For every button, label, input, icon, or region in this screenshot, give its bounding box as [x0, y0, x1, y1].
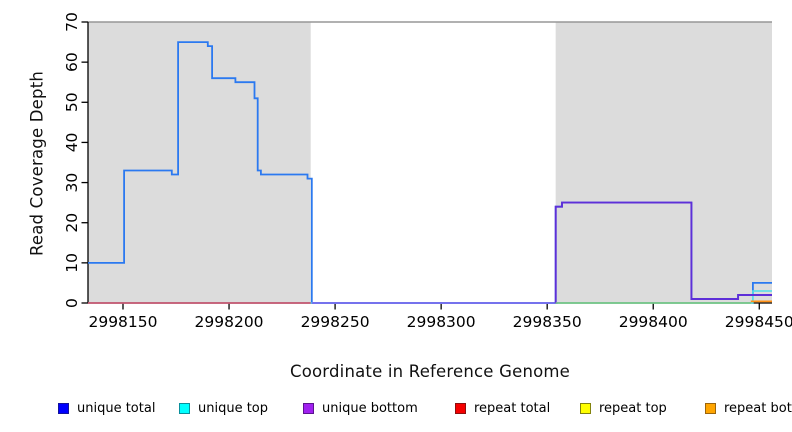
legend-item-unique-top: unique top [179, 400, 268, 416]
x-tick-label: 2998150 [88, 313, 157, 331]
y-tick-label: 50 [63, 92, 81, 112]
legend-item-unique-bottom: unique bottom [303, 400, 418, 416]
legend-label: unique top [198, 400, 269, 416]
x-tick-label: 2998350 [513, 313, 582, 331]
legend-label: unique bottom [322, 400, 418, 416]
y-axis-title: Read Coverage Depth [27, 70, 47, 257]
shaded-region-1 [88, 22, 311, 303]
unique-total-swatch-icon [58, 402, 69, 414]
y-tick-label: 0 [63, 298, 81, 308]
y-tick-label: 30 [63, 173, 81, 193]
x-axis-title: Coordinate in Reference Genome [0, 362, 792, 381]
legend-item-repeat-bottom: repeat bottom [705, 400, 792, 416]
y-tick-label: 60 [63, 52, 81, 72]
legend-item-repeat-total: repeat total [455, 400, 550, 416]
legend-item-repeat-top: repeat top [580, 400, 667, 416]
y-tick-label: 10 [63, 253, 81, 273]
y-tick-label: 40 [63, 133, 81, 153]
legend-label: repeat total [474, 400, 551, 416]
x-tick-label: 2998200 [195, 313, 264, 331]
x-tick-label: 2998450 [725, 313, 792, 331]
y-tick-label: 70 [63, 12, 81, 32]
legend-label: repeat top [599, 400, 667, 416]
unique-top-swatch-icon [179, 402, 190, 414]
series-unique-bottom [554, 201, 772, 303]
x-tick-label: 2998250 [301, 313, 370, 331]
x-tick-label: 2998400 [619, 313, 688, 331]
legend-label: unique total [77, 400, 156, 416]
legend: unique total unique top unique bottom re… [0, 400, 792, 420]
repeat-top-swatch-icon [580, 402, 591, 414]
legend-item-unique-total: unique total [58, 400, 155, 416]
repeat-total-swatch-icon [455, 402, 466, 414]
y-tick-label: 20 [63, 213, 81, 233]
x-axis-title-text: Coordinate in Reference Genome [289, 362, 571, 381]
x-tick-label: 2998300 [407, 313, 476, 331]
repeat-bottom-swatch-icon [705, 402, 716, 414]
unique-bottom-swatch-icon [303, 402, 314, 414]
shaded-region-2 [555, 22, 772, 303]
legend-label: repeat bottom [724, 400, 792, 416]
